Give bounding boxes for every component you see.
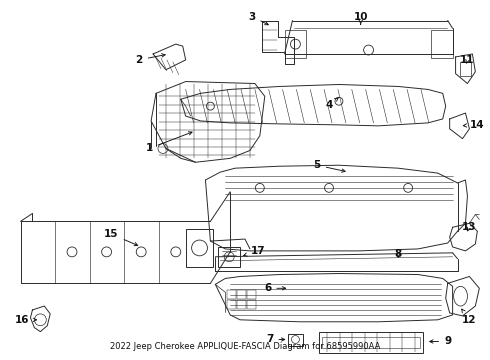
Text: 2022 Jeep Cherokee APPLIQUE-FASCIA Diagram for 68595990AA: 2022 Jeep Cherokee APPLIQUE-FASCIA Diagr… xyxy=(110,342,380,351)
Text: 6: 6 xyxy=(264,283,286,293)
Text: 4: 4 xyxy=(325,98,338,110)
Bar xyxy=(186,229,213,267)
Bar xyxy=(460,62,471,76)
Text: 7: 7 xyxy=(266,334,285,345)
Text: 10: 10 xyxy=(353,12,368,24)
Bar xyxy=(285,30,306,58)
Bar xyxy=(227,290,236,299)
Bar xyxy=(227,300,236,309)
Text: 15: 15 xyxy=(104,229,138,246)
Text: 1: 1 xyxy=(146,132,192,153)
Bar xyxy=(431,30,453,58)
Bar xyxy=(247,300,256,309)
Bar xyxy=(319,332,423,353)
Text: 2: 2 xyxy=(136,54,165,65)
Text: 16: 16 xyxy=(15,315,37,325)
Text: 8: 8 xyxy=(394,249,402,259)
Bar xyxy=(237,300,246,309)
Text: 17: 17 xyxy=(244,246,265,256)
Text: 13: 13 xyxy=(462,222,477,232)
Text: 5: 5 xyxy=(314,160,345,172)
Bar xyxy=(322,337,420,348)
Bar xyxy=(219,247,240,267)
Bar xyxy=(237,290,246,299)
Bar xyxy=(288,334,303,346)
Text: 12: 12 xyxy=(462,309,477,325)
Text: 11: 11 xyxy=(460,55,475,65)
Bar xyxy=(247,290,256,299)
Text: 14: 14 xyxy=(464,120,485,130)
Text: 9: 9 xyxy=(430,337,451,346)
Text: 3: 3 xyxy=(248,12,269,25)
